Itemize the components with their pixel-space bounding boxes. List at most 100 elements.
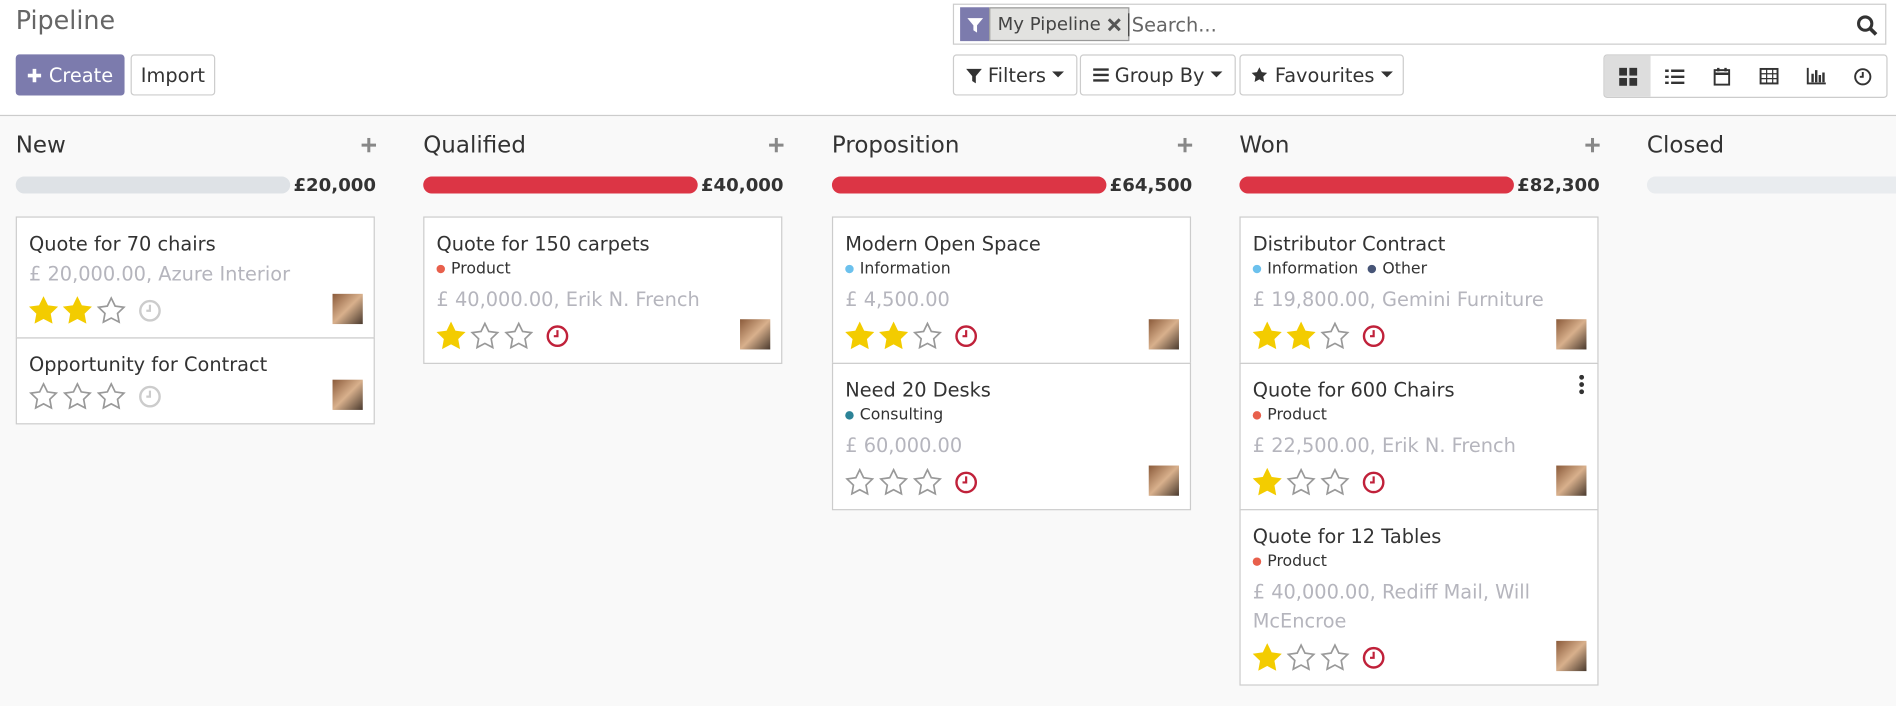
groupby-label: Group By bbox=[1114, 63, 1205, 87]
tag-name: Information bbox=[1267, 259, 1359, 279]
tag: Product bbox=[1252, 552, 1327, 571]
facet-remove[interactable] bbox=[1108, 17, 1122, 31]
kanban-card[interactable]: Quote for 150 carpets Product £ 40,000.00,… bbox=[423, 216, 783, 364]
favourites-button[interactable]: Favourites bbox=[1239, 54, 1404, 96]
calendar-view[interactable] bbox=[1698, 56, 1745, 97]
priority-star[interactable] bbox=[879, 467, 909, 497]
clock-hands bbox=[553, 330, 559, 338]
kanban-view[interactable] bbox=[1604, 55, 1651, 97]
progress-bar[interactable] bbox=[423, 176, 698, 194]
create-button[interactable]: Create bbox=[15, 54, 125, 96]
kanban-column: Qualified £40,000 Quote for 150 carpets Pro… bbox=[423, 116, 784, 364]
tag-dot bbox=[845, 264, 854, 274]
kanban-card[interactable]: Opportunity for Contract bbox=[15, 337, 375, 425]
priority-star[interactable] bbox=[436, 321, 466, 351]
kanban-column: Closed bbox=[1646, 116, 1896, 218]
priority-star[interactable] bbox=[96, 296, 126, 325]
kanban-card[interactable]: Need 20 Desks Consulting £ 60,000.00 bbox=[831, 362, 1192, 511]
activity-icon[interactable] bbox=[1362, 646, 1386, 670]
priority-star[interactable] bbox=[470, 321, 500, 351]
menu-dot bbox=[1579, 382, 1585, 387]
menu-dot bbox=[1579, 374, 1585, 380]
tag: Product bbox=[436, 260, 511, 278]
plus-icon bbox=[1177, 137, 1193, 153]
priority-star[interactable] bbox=[1286, 643, 1316, 672]
priority-star[interactable] bbox=[1252, 467, 1282, 497]
avatar bbox=[740, 319, 771, 350]
search-input[interactable]: Search... bbox=[1128, 13, 1217, 37]
priority-star[interactable] bbox=[845, 467, 875, 497]
quick-create[interactable] bbox=[1585, 137, 1600, 153]
activity-icon[interactable] bbox=[954, 470, 978, 494]
kanban-board: New £20,000 Quote for 70 chairs £ 20,000.00… bbox=[0, 116, 1896, 706]
tag-name: Product bbox=[1267, 552, 1327, 571]
activity-icon[interactable] bbox=[138, 299, 162, 323]
import-button[interactable]: Import bbox=[130, 54, 216, 96]
priority-star[interactable] bbox=[29, 382, 59, 411]
priority-star[interactable] bbox=[62, 382, 92, 411]
filters-label: Filters bbox=[987, 63, 1046, 87]
column-title: Proposition bbox=[831, 131, 960, 159]
activity-icon[interactable] bbox=[1362, 470, 1386, 494]
tag-name: Other bbox=[1382, 259, 1428, 279]
graph-view[interactable] bbox=[1792, 56, 1839, 97]
kanban-card[interactable]: Quote for 70 chairs £ 20,000.00, Azure In… bbox=[15, 216, 375, 339]
search-icon[interactable] bbox=[1856, 15, 1878, 37]
card-title: Quote for 600 Chairs bbox=[1252, 378, 1455, 402]
groupby-button[interactable]: Group By bbox=[1079, 54, 1236, 96]
priority-star[interactable] bbox=[62, 296, 92, 325]
column-title: Qualified bbox=[423, 131, 526, 159]
priority-star[interactable] bbox=[96, 382, 126, 411]
activity-icon[interactable] bbox=[954, 324, 978, 348]
priority-star[interactable] bbox=[1286, 321, 1316, 351]
priority-star[interactable] bbox=[845, 321, 875, 351]
filters-button[interactable]: Filters bbox=[952, 54, 1078, 96]
quick-create[interactable] bbox=[769, 137, 784, 153]
avatar bbox=[1556, 319, 1587, 350]
column-title: Closed bbox=[1646, 131, 1725, 159]
kanban-card[interactable]: Modern Open Space Information £ 4,500.00 bbox=[831, 216, 1192, 364]
priority-star[interactable] bbox=[504, 321, 534, 351]
progress-bar[interactable] bbox=[831, 176, 1107, 194]
priority-star[interactable] bbox=[879, 321, 909, 351]
activity-icon[interactable] bbox=[545, 324, 569, 348]
star-shape bbox=[879, 321, 909, 350]
list-view[interactable] bbox=[1651, 56, 1698, 97]
priority-star[interactable] bbox=[1286, 467, 1316, 497]
tag-list: Product bbox=[1252, 552, 1586, 571]
control-panel: Pipeline Create Import My Pipeline Searc… bbox=[0, 0, 1896, 117]
kanban-card[interactable]: Distributor Contract Information Other £ 19… bbox=[1239, 216, 1599, 364]
card-footer bbox=[1252, 642, 1586, 673]
pivot-view[interactable] bbox=[1745, 56, 1792, 97]
chart-icon bbox=[1806, 67, 1826, 85]
star-shape bbox=[62, 382, 92, 410]
quick-create[interactable] bbox=[361, 137, 377, 153]
star-shape bbox=[504, 321, 534, 350]
priority-star[interactable] bbox=[29, 296, 59, 325]
progress-bar[interactable] bbox=[15, 176, 291, 194]
priority-star[interactable] bbox=[1320, 467, 1350, 497]
priority-star[interactable] bbox=[1252, 643, 1282, 672]
activity-view[interactable] bbox=[1839, 56, 1886, 97]
tag: Other bbox=[1367, 259, 1428, 279]
kanban-card[interactable]: Quote for 600 Chairs Product £ 22,500.00, … bbox=[1239, 362, 1599, 511]
priority-star[interactable] bbox=[912, 321, 942, 351]
progress-bar[interactable] bbox=[1239, 176, 1514, 194]
activity-icon[interactable] bbox=[1362, 324, 1386, 348]
priority-star[interactable] bbox=[1320, 643, 1350, 672]
quick-create[interactable] bbox=[1177, 137, 1193, 153]
tag-name: Consulting bbox=[859, 406, 944, 425]
activity-icon[interactable] bbox=[138, 385, 162, 409]
search-box[interactable]: My Pipeline Search... bbox=[952, 3, 1887, 45]
tag-list: Information bbox=[845, 260, 1178, 278]
clock-face bbox=[139, 385, 161, 408]
kanban-card[interactable]: Quote for 12 Tables Product £ 40,000.00, R… bbox=[1239, 509, 1599, 686]
card-menu[interactable] bbox=[1578, 374, 1585, 395]
priority-star[interactable] bbox=[912, 467, 942, 497]
progress-bar[interactable] bbox=[1646, 176, 1896, 194]
star-shape bbox=[1286, 643, 1316, 671]
avatar bbox=[332, 293, 363, 325]
priority-star[interactable] bbox=[1320, 321, 1350, 351]
priority-star[interactable] bbox=[1252, 321, 1282, 351]
